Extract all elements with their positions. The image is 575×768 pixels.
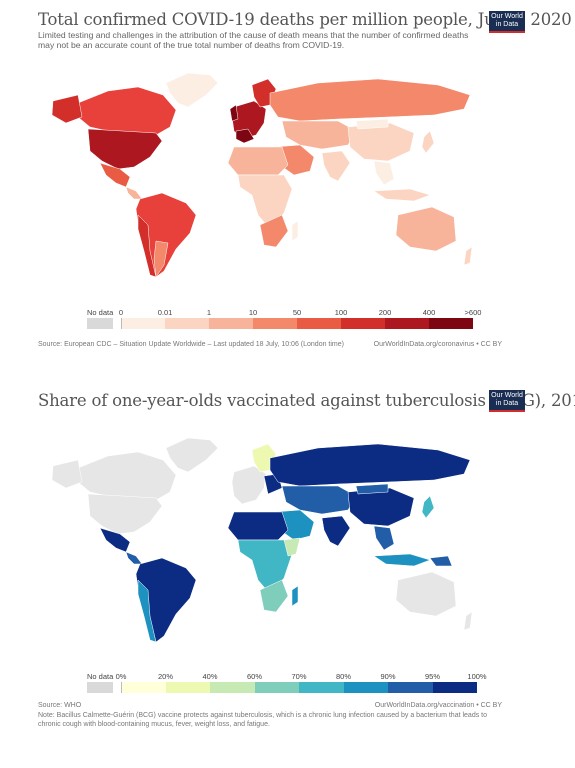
legend-swatch[interactable] xyxy=(165,318,209,329)
legend-tick-label: 20% xyxy=(157,672,174,681)
africa-south xyxy=(259,579,289,613)
china xyxy=(347,487,415,527)
canada xyxy=(77,86,177,136)
mongolia xyxy=(355,483,389,495)
legend-tick-label: 70% xyxy=(291,672,307,681)
legend-tick-label: 1 xyxy=(206,308,212,317)
africa-north xyxy=(227,511,289,541)
legend-tick-label: 100 xyxy=(334,308,348,317)
legend-swatch[interactable] xyxy=(429,318,473,329)
legend-tick-label: >600 xyxy=(464,308,482,317)
legend-swatch[interactable] xyxy=(254,682,299,693)
peru-chile xyxy=(137,214,157,278)
australia xyxy=(395,206,457,252)
mongolia xyxy=(355,118,389,130)
legend-nodata-swatch xyxy=(87,682,113,693)
southeast-asia xyxy=(373,160,395,186)
papua xyxy=(429,555,453,567)
alaska xyxy=(51,459,83,489)
chart-note: Note: Bacillus Calmette-Guérin (BCG) vac… xyxy=(38,712,487,728)
china xyxy=(347,122,415,162)
indonesia xyxy=(373,553,431,567)
legend-tick-label: 0 xyxy=(118,308,124,317)
horn-of-africa xyxy=(283,537,301,557)
chart-source: Source: WHO xyxy=(38,702,82,709)
legend-tick-label: 0.01 xyxy=(157,308,173,317)
covid-world-map[interactable] xyxy=(38,65,498,290)
canada xyxy=(77,451,177,501)
chart-source-link[interactable]: OurWorldInData.org/coronavirus • CC BY xyxy=(373,341,502,348)
andes xyxy=(137,579,157,643)
legend-swatch[interactable] xyxy=(209,318,253,329)
russia xyxy=(269,78,471,122)
greenland xyxy=(165,437,219,473)
owid-logo[interactable]: Our World in Data xyxy=(489,390,525,412)
usa xyxy=(87,493,163,535)
legend-tick-label: 200 xyxy=(378,308,392,317)
spain-italy xyxy=(235,128,255,144)
legend-swatch[interactable] xyxy=(385,318,429,329)
legend-tick-label: 95% xyxy=(424,672,441,681)
indonesia xyxy=(373,188,431,202)
legend-swatch[interactable] xyxy=(297,318,341,329)
russia xyxy=(269,443,471,487)
legend-swatch[interactable] xyxy=(210,682,255,693)
alaska xyxy=(51,94,83,124)
argentina xyxy=(153,240,169,278)
legend-swatch[interactable] xyxy=(341,318,385,329)
legend-tick-label: 400 xyxy=(422,308,436,317)
legend-nodata-label: No data xyxy=(87,672,114,681)
uk xyxy=(229,104,239,122)
new-zealand xyxy=(463,611,473,631)
madagascar xyxy=(291,585,299,607)
chart-source: Source: European CDC – Situation Update … xyxy=(38,341,344,348)
central-asia xyxy=(281,120,357,150)
legend-swatch[interactable] xyxy=(343,682,388,693)
chart-title: Total confirmed COVID-19 deaths per mill… xyxy=(38,10,572,29)
southeast-asia xyxy=(373,525,395,551)
bcg-vaccination-chart: Share of one-year-olds vaccinated agains… xyxy=(0,378,575,768)
chart-subtitle: Limited testing and challenges in the at… xyxy=(38,30,469,50)
central-america xyxy=(125,551,143,565)
legend-swatch[interactable] xyxy=(299,682,344,693)
japan xyxy=(421,130,435,154)
legend-swatch[interactable] xyxy=(121,682,167,693)
legend-nodata-label: No data xyxy=(87,308,114,317)
legend-tick-label: 100% xyxy=(467,672,487,681)
legend-nodata-swatch xyxy=(87,318,113,329)
usa xyxy=(87,128,163,170)
legend-tick-label: 40% xyxy=(202,672,218,681)
africa-south xyxy=(259,214,289,248)
legend-tick-label: 10 xyxy=(248,308,258,317)
legend-swatch[interactable] xyxy=(165,682,210,693)
japan xyxy=(421,495,435,519)
legend-tick-label: 60% xyxy=(246,672,263,681)
owid-logo[interactable]: Our World in Data xyxy=(489,11,525,33)
greenland xyxy=(165,72,219,108)
legend-swatch[interactable] xyxy=(388,682,433,693)
new-zealand xyxy=(463,246,473,266)
legend-tick-label: 90% xyxy=(380,672,396,681)
madagascar xyxy=(291,220,299,242)
legend-swatch[interactable] xyxy=(432,682,477,693)
africa-north xyxy=(227,146,289,176)
legend-swatch[interactable] xyxy=(253,318,297,329)
central-asia xyxy=(281,485,357,515)
central-america xyxy=(125,186,143,200)
australia xyxy=(395,571,457,617)
legend-tick-label: 80% xyxy=(335,672,352,681)
chart-source-link[interactable]: OurWorldInData.org/vaccination • CC BY xyxy=(374,702,502,709)
india xyxy=(321,150,351,182)
india xyxy=(321,515,351,547)
covid-deaths-chart: Total confirmed COVID-19 deaths per mill… xyxy=(0,0,575,365)
legend-swatch[interactable] xyxy=(121,318,166,329)
legend-tick-label: 0% xyxy=(115,672,127,681)
legend-tick-label: 50 xyxy=(292,308,302,317)
chart-title: Share of one-year-olds vaccinated agains… xyxy=(38,391,575,410)
bcg-world-map[interactable] xyxy=(38,426,498,666)
